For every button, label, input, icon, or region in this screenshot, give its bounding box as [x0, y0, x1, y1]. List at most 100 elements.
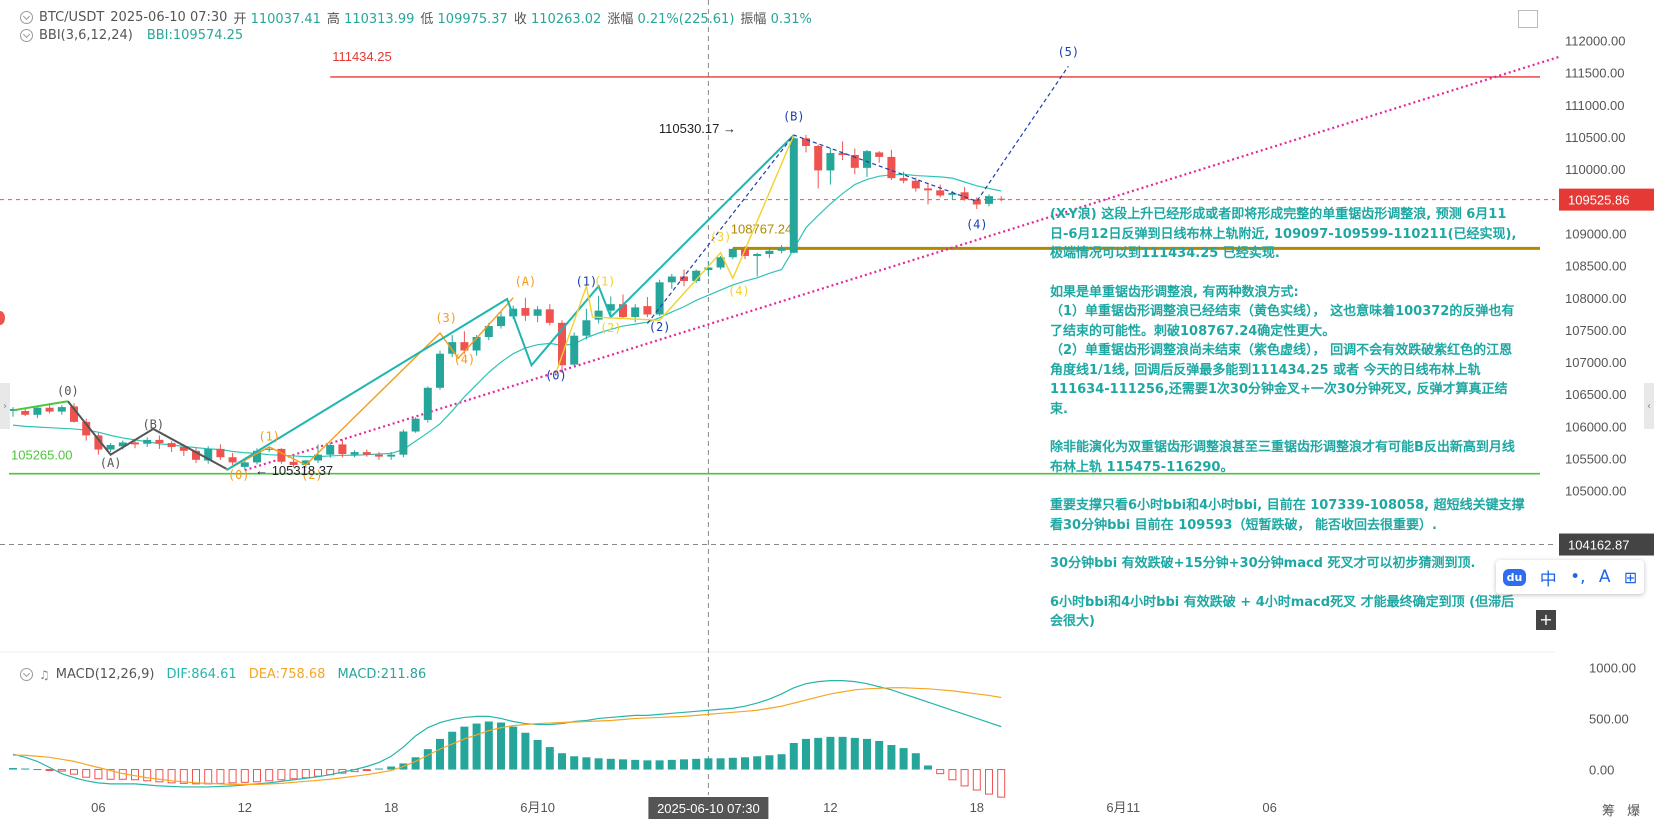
note-paragraph: 除非能演化为双重锯齿形调整浪甚至三重锯齿形调整浪才有可能B反出新高到月线布林上轨… — [1050, 440, 1515, 475]
macd-bar — [606, 758, 615, 770]
green-horizontal-label: 105265.00 — [11, 448, 72, 463]
macd-bar — [521, 732, 530, 770]
crosshair-time-label: 2025-06-10 07:30 — [657, 801, 760, 816]
collapse-icon[interactable] — [20, 668, 33, 681]
macd-bar — [131, 769, 139, 781]
macd-bar — [570, 756, 579, 770]
x-tick-label: 18 — [970, 800, 984, 815]
alarm-icon[interactable]: ♫ — [39, 667, 50, 682]
gold-horizontal-label: 108767.24 — [731, 221, 792, 236]
macd-bar — [850, 737, 859, 770]
candle-body — [948, 192, 957, 195]
macd-bar — [21, 768, 30, 770]
macd-bar — [619, 759, 627, 770]
grid-menu-icon[interactable]: ⊞ — [1623, 567, 1638, 587]
right-panel-toggle-icon[interactable]: ‹ — [1644, 383, 1654, 429]
dea-value: DEA:758.68 — [248, 667, 326, 682]
macd-bar — [911, 753, 920, 770]
macd-bar — [362, 769, 371, 772]
add-crosshair-button[interactable]: + — [1536, 610, 1556, 630]
macd-bar — [582, 757, 591, 770]
wave-label: (2) — [649, 320, 671, 334]
chinese-mode-button[interactable]: 中 — [1539, 569, 1557, 590]
macd-bar — [265, 769, 274, 782]
macd-bar — [179, 769, 188, 784]
macd-bar — [887, 745, 896, 770]
macd-name: MACD(12,26,9) — [55, 667, 155, 682]
user-icon[interactable]: A — [1598, 567, 1611, 587]
candle-body — [533, 309, 542, 316]
bbi-value: BBI:109574.25 — [146, 28, 244, 43]
close-label: 收 — [513, 12, 527, 27]
wave-yellow-line — [555, 134, 795, 374]
candle-body — [216, 448, 225, 458]
y-tick-label: 107500.00 — [1565, 323, 1626, 338]
candle-body — [472, 336, 481, 351]
macd-bar — [216, 769, 225, 784]
y-tick-label: 108500.00 — [1565, 259, 1626, 274]
candle-body — [326, 445, 335, 455]
dif-value: DIF:864.61 — [166, 667, 237, 682]
macd-bar — [777, 754, 786, 770]
change-value: 0.21%(225.61) — [637, 12, 735, 27]
crosshair-price-label: 104162.87 — [1568, 538, 1629, 553]
candle-body — [33, 407, 42, 415]
wave-label: (2) — [301, 468, 323, 482]
candle-body — [619, 304, 627, 318]
candle-body — [45, 407, 54, 412]
datetime-label: 2025-06-10 07:30 — [110, 10, 228, 25]
candle-body — [911, 180, 920, 189]
candle-body — [545, 309, 554, 323]
candle-body — [972, 199, 981, 205]
macd-bar — [277, 769, 286, 781]
left-panel-toggle-icon[interactable]: › — [0, 383, 10, 429]
wave-label: (3) — [710, 230, 732, 244]
collapse-icon[interactable] — [20, 11, 33, 24]
amplitude-label: 振幅 — [740, 12, 767, 27]
axis-corner-label[interactable]: 筹 爆 — [1602, 804, 1645, 819]
x-tick-label: 06 — [1262, 800, 1276, 815]
candle-body — [131, 442, 139, 445]
x-tick-label: 12 — [238, 800, 252, 815]
note-paragraph: 30分钟bbi 有效跌破+15分钟+30分钟macd 死叉才可以初步猜测到顶. — [1050, 556, 1476, 571]
wave-label: (1) — [576, 275, 598, 289]
candle-body — [314, 454, 322, 461]
candle-body — [838, 153, 847, 155]
candle-body — [399, 431, 408, 455]
macd-tick-label: 500.00 — [1589, 711, 1629, 726]
macd-bar — [655, 760, 664, 770]
punctuation-button[interactable]: •, — [1570, 567, 1586, 587]
macd-bar — [802, 738, 810, 770]
candle-body — [716, 257, 725, 268]
low-label: 低 — [420, 12, 434, 27]
ime-toolbar: du 中 •, A ⊞ — [1496, 560, 1644, 594]
close-value: 110263.02 — [531, 12, 602, 27]
wave-label: (A) — [515, 275, 537, 289]
macd-bar — [680, 759, 688, 770]
macd-bar — [728, 757, 737, 770]
dif-line — [12, 680, 1002, 788]
candle-body — [362, 452, 371, 455]
alert-dot-icon — [0, 311, 5, 325]
macd-bar — [240, 769, 249, 783]
macd-bar — [192, 769, 200, 785]
macd-bar — [741, 757, 749, 770]
bbi-name: BBI(3,6,12,24) — [39, 28, 133, 43]
candle-body — [558, 322, 566, 366]
macd-bar — [448, 731, 457, 770]
fullscreen-icon[interactable] — [1518, 10, 1538, 28]
macd-bar — [924, 765, 932, 770]
candle-body — [606, 304, 615, 311]
macd-bar — [948, 769, 957, 781]
candle-body — [863, 151, 871, 168]
candle-body — [887, 156, 896, 179]
macd-bar — [289, 769, 298, 780]
y-tick-label: 107000.00 — [1565, 355, 1626, 370]
collapse-icon[interactable] — [20, 29, 33, 42]
y-tick-label: 110000.00 — [1565, 162, 1626, 177]
du-logo-icon[interactable]: du — [1502, 568, 1527, 586]
candle-body — [143, 439, 152, 444]
note-paragraph: 6小时bbi和4小时bbi 有效跌破 + 4小时macd死叉 才能最终确定到顶 … — [1050, 594, 1515, 630]
y-tick-label: 106000.00 — [1565, 419, 1626, 434]
